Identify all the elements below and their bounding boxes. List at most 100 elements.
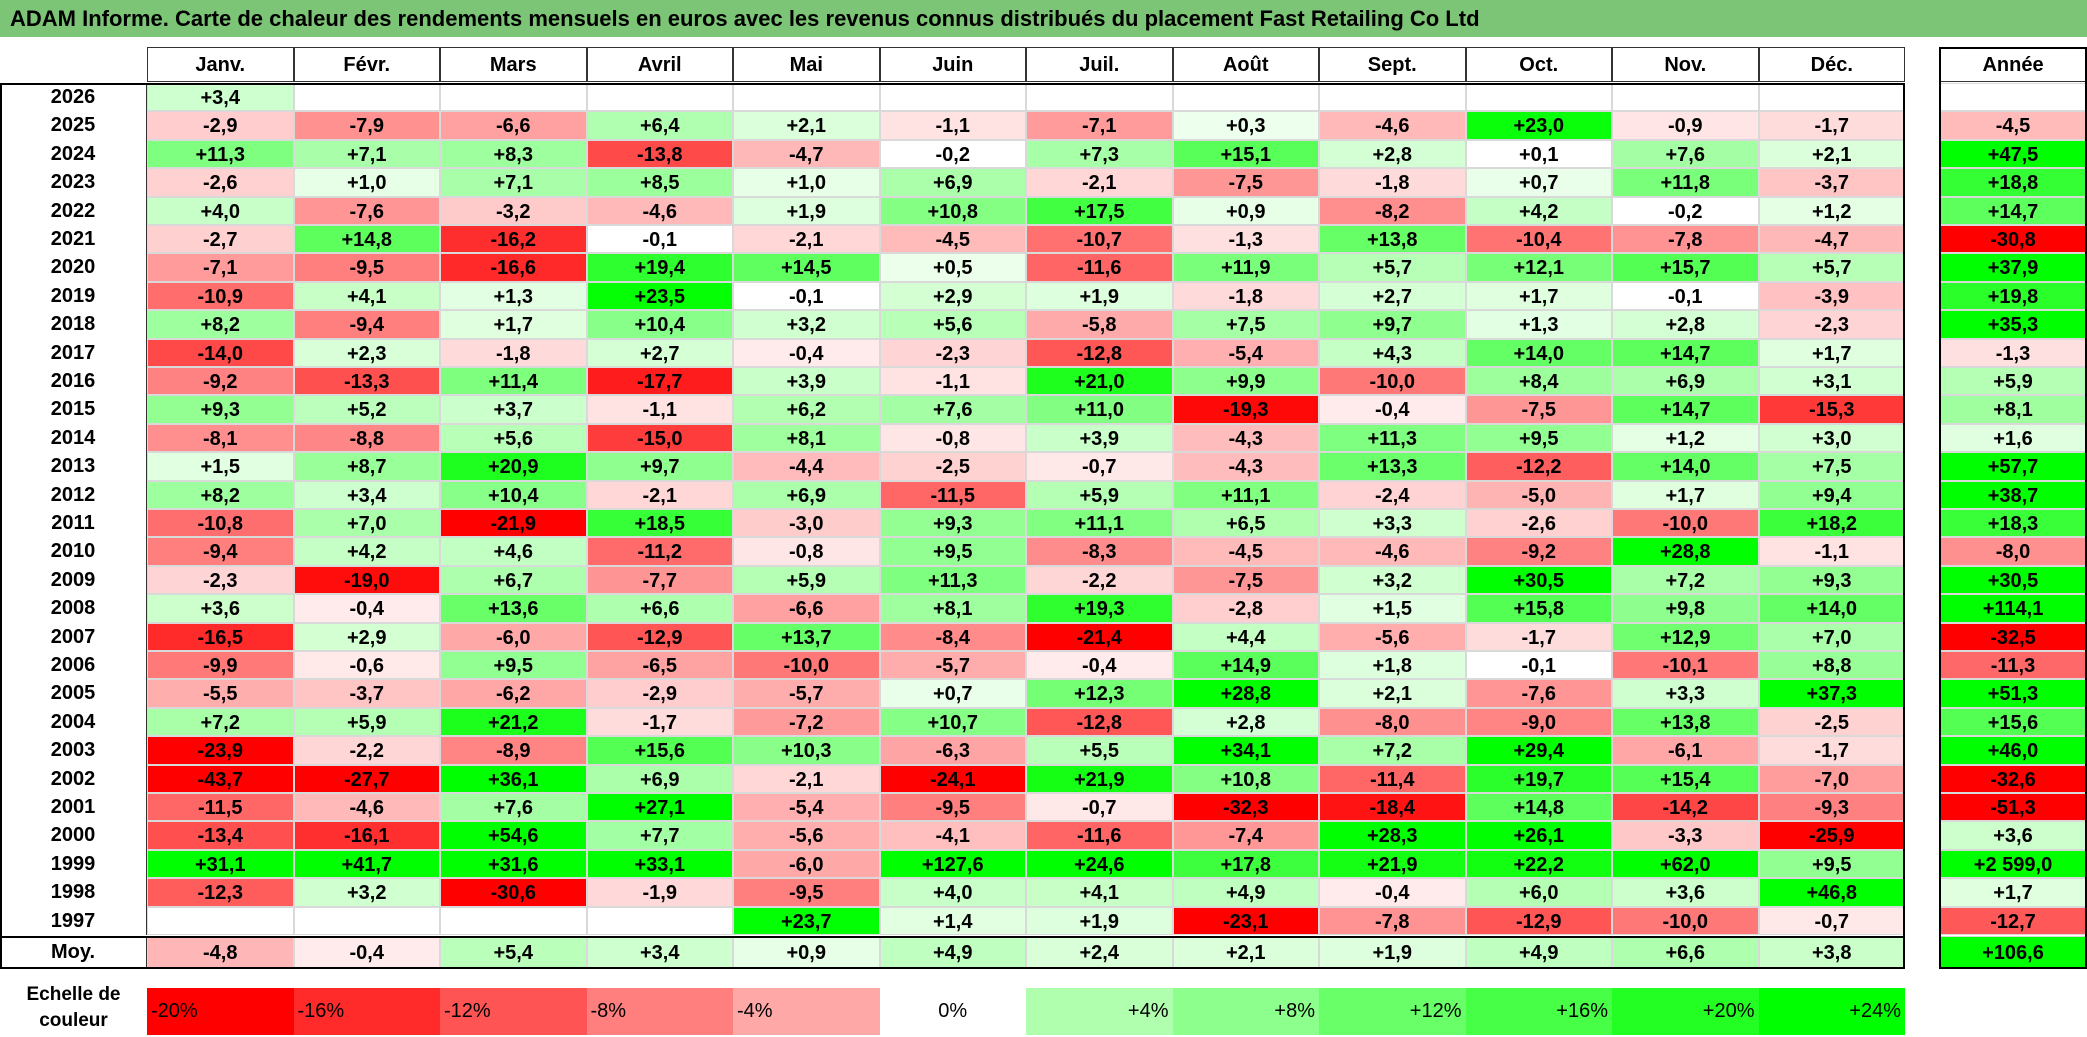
annual-cell: +30,5 [1939,565,2087,595]
heatmap-cell: -4,3 [1172,452,1319,481]
heatmap-cell [1172,83,1319,112]
heatmap-cell: +30,5 [1465,565,1612,595]
month-header-11: Nov. [1612,47,1759,82]
annual-cell: +8,1 [1939,395,2087,424]
heatmap-cell: -7,1 [1026,111,1173,140]
heatmap-cell: -4,6 [1319,111,1466,140]
heatmap-cell: +14,0 [1612,452,1759,481]
heatmap-cell: -4,6 [1319,537,1466,566]
heatmap-cell: +28,8 [1612,537,1759,566]
heatmap-cell: +8,4 [1465,367,1612,396]
month-header-6: Juin [879,47,1026,82]
annual-cell: +19,8 [1939,281,2087,311]
year-label: 2009 [0,565,147,595]
color-scale-swatch: +24% [1758,988,1905,1035]
heatmap-cell: -5,4 [1172,338,1319,367]
year-label: 2000 [0,821,147,850]
heatmap-cell: -2,1 [733,764,880,793]
heatmap-cell: +11,0 [1026,395,1173,424]
color-scale-swatch: -8% [586,988,733,1035]
heatmap-cell: -12,8 [1026,338,1173,367]
heatmap-cell: -7,2 [733,707,880,737]
heatmap-cell: -0,1 [1612,281,1759,311]
heatmap-cell: -1,1 [879,367,1026,396]
heatmap-cell: -0,4 [1319,878,1466,907]
annual-cell: +2 599,0 [1939,849,2087,879]
heatmap-cell: -12,3 [147,878,294,907]
heatmap-cell: +1,0 [733,168,880,197]
average-cell: -0,4 [293,936,440,969]
heatmap-cell: +5,2 [293,395,440,424]
year-label: 2021 [0,225,147,254]
heatmap-cell: +6,5 [1172,509,1319,538]
heatmap-cell: +4,2 [293,537,440,566]
heatmap-cell: -27,7 [293,764,440,793]
year-label: 2023 [0,168,147,197]
heatmap-cell: +4,0 [879,878,1026,907]
heatmap-cell: +29,4 [1465,736,1612,765]
heatmap-cell: +4,9 [1172,878,1319,907]
heatmap-cell: -4,5 [1172,537,1319,566]
heatmap-cell [1612,83,1759,112]
annual-cell: +57,7 [1939,452,2087,481]
heatmap-cell: -16,2 [440,225,587,254]
annual-cell: -4,5 [1939,111,2087,140]
heatmap-cell: +41,7 [293,849,440,879]
heatmap-cell: +1,7 [1465,281,1612,311]
heatmap-cell: -11,5 [147,793,294,822]
heatmap-cell: -3,7 [1758,168,1905,197]
heatmap-cell: -7,7 [586,565,733,595]
heatmap-cell: -9,9 [147,651,294,680]
color-scale-swatch: -12% [440,988,587,1035]
heatmap-cell: -19,0 [293,565,440,595]
heatmap-cell: +18,5 [586,509,733,538]
year-label: 2008 [0,594,147,623]
heatmap-cell: +0,7 [1465,168,1612,197]
average-cell: +2,1 [1172,936,1319,969]
heatmap-cell: -15,3 [1758,395,1905,424]
year-label: 2022 [0,196,147,225]
annual-cell: +38,7 [1939,480,2087,509]
heatmap-cell: +1,7 [1612,480,1759,509]
heatmap-cell: -11,4 [1319,764,1466,793]
heatmap-cell: -19,3 [1172,395,1319,424]
heatmap-cell: -5,4 [733,793,880,822]
heatmap-cell: +1,0 [293,168,440,197]
heatmap-cell: -3,0 [733,509,880,538]
heatmap-cell: +11,8 [1612,168,1759,197]
heatmap-cell: +4,1 [293,281,440,311]
heatmap-cell: +3,2 [1319,565,1466,595]
heatmap-cell: +6,9 [879,168,1026,197]
heatmap-cell: +13,3 [1319,452,1466,481]
annual-cell: +14,7 [1939,196,2087,225]
heatmap-cell: -1,3 [1172,225,1319,254]
heatmap-cell: -3,3 [1612,821,1759,850]
heatmap-cell: +34,1 [1172,736,1319,765]
heatmap-cell [440,83,587,112]
heatmap-cell: -21,9 [440,509,587,538]
heatmap-cell: -2,2 [293,736,440,765]
heatmap-cell: +2,8 [1172,707,1319,737]
heatmap-cell: -5,7 [879,651,1026,680]
heatmap-cell: +4,1 [1026,878,1173,907]
heatmap-cell: -3,2 [440,196,587,225]
heatmap-cell: -10,7 [1026,225,1173,254]
heatmap-cell: +2,8 [1612,310,1759,339]
heatmap-cell: +6,7 [440,565,587,595]
heatmap-cell: +3,2 [733,310,880,339]
heatmap-cell: +11,3 [147,139,294,169]
month-header-10: Oct. [1465,47,1612,82]
heatmap-cell: -4,5 [879,225,1026,254]
heatmap-cell: +2,9 [293,622,440,651]
heatmap-cell: -6,6 [733,594,880,623]
heatmap-cell: -5,6 [733,821,880,850]
heatmap-cell: +7,2 [1319,736,1466,765]
heatmap-cell: -3,7 [293,679,440,708]
heatmap-cell: -7,6 [1465,679,1612,708]
annual-cell: -30,8 [1939,225,2087,254]
color-scale-swatch: -4% [733,988,880,1035]
heatmap-cell: +14,0 [1465,338,1612,367]
heatmap-cell: -2,3 [879,338,1026,367]
heatmap-cell: +3,1 [1758,367,1905,396]
heatmap-cell: +0,3 [1172,111,1319,140]
